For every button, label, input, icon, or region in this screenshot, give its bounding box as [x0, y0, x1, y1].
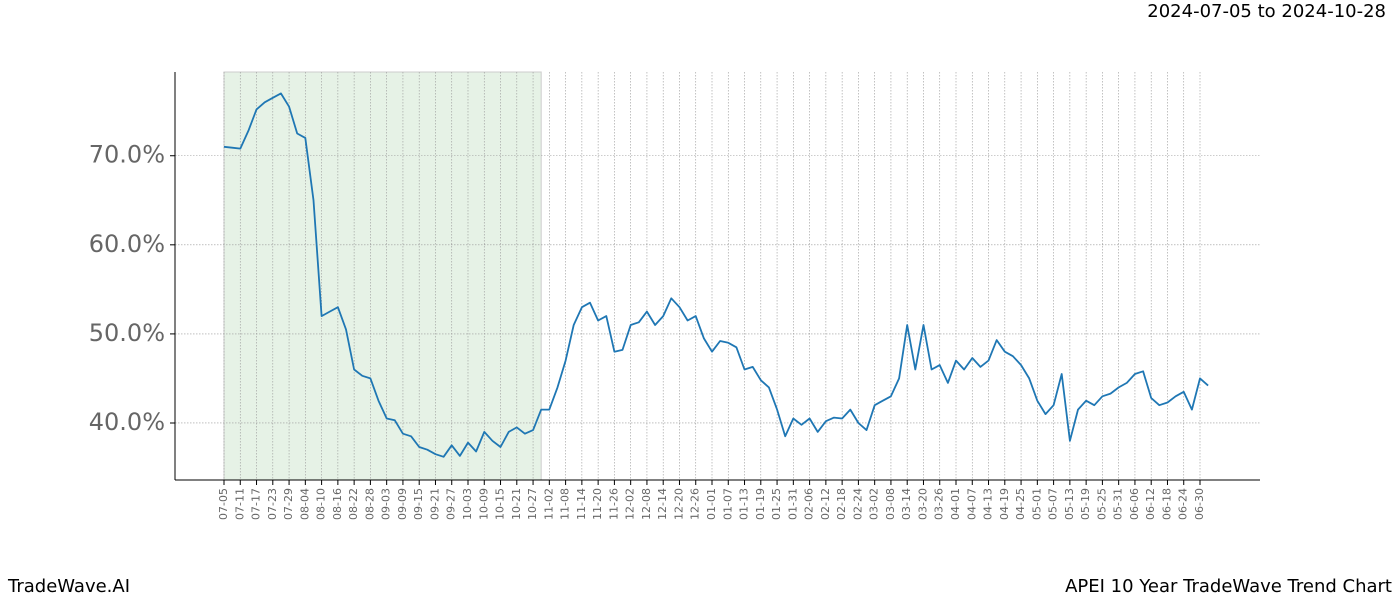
- x-tick-label: 03-20: [916, 488, 929, 520]
- x-tick-label: 12-14: [656, 488, 669, 520]
- x-tick-label: 05-01: [1030, 488, 1043, 520]
- x-tick-label: 01-01: [705, 488, 718, 520]
- y-tick-label: 70.0%: [89, 141, 165, 169]
- x-tick-label: 12-20: [672, 488, 685, 520]
- x-tick-label: 11-20: [591, 488, 604, 520]
- chart-title: APEI 10 Year TradeWave Trend Chart: [1065, 576, 1392, 597]
- x-tick-label: 03-02: [868, 488, 881, 520]
- x-tick-label: 08-22: [347, 488, 360, 520]
- x-tick-label: 02-18: [835, 488, 848, 520]
- x-tick-label: 01-19: [754, 488, 767, 520]
- x-tick-label: 03-14: [900, 488, 913, 520]
- x-tick-label: 09-27: [445, 488, 458, 520]
- y-tick-label: 60.0%: [89, 230, 165, 258]
- x-tick-label: 11-26: [607, 488, 620, 520]
- brand: TradeWave.AI: [7, 576, 130, 597]
- x-tick-label: 05-07: [1047, 488, 1060, 520]
- x-tick-label: 06-18: [1160, 488, 1173, 520]
- x-tick-label: 02-24: [851, 488, 864, 520]
- x-tick-label: 12-26: [689, 488, 702, 520]
- x-tick-label: 02-12: [819, 488, 832, 520]
- x-tick-label: 11-08: [559, 488, 572, 520]
- x-tick-label: 11-14: [575, 488, 588, 520]
- chart-subtitle: 2024-07-05 to 2024-10-28: [1147, 1, 1386, 22]
- x-tick-label: 01-13: [738, 488, 751, 520]
- x-tick-label: 04-07: [965, 488, 978, 520]
- x-tick-label: 12-02: [624, 488, 637, 520]
- x-tick-label: 05-19: [1079, 488, 1092, 520]
- x-tick-label: 08-28: [363, 488, 376, 520]
- x-tick-label: 04-13: [982, 488, 995, 520]
- x-tick-label: 04-25: [1014, 488, 1027, 520]
- x-tick-label: 08-16: [331, 488, 344, 520]
- x-tick-label: 07-23: [266, 488, 279, 520]
- x-tick-label: 10-03: [461, 488, 474, 520]
- x-tick-label: 09-09: [396, 488, 409, 520]
- x-tick-label: 05-13: [1063, 488, 1076, 520]
- highlight-span: [223, 71, 542, 481]
- x-tick-label: 06-24: [1177, 488, 1190, 520]
- y-tick-label: 40.0%: [89, 408, 165, 436]
- x-tick-label: 06-06: [1128, 488, 1141, 520]
- x-tick-label: 01-31: [786, 488, 799, 520]
- x-tick-label: 10-09: [477, 488, 490, 520]
- x-tick-label: 04-01: [949, 488, 962, 520]
- y-tick-label: 50.0%: [89, 319, 165, 347]
- x-tick-label: 07-17: [250, 488, 263, 520]
- x-tick-label: 06-12: [1144, 488, 1157, 520]
- x-tick-label: 10-21: [510, 488, 523, 520]
- x-tick-label: 01-25: [770, 488, 783, 520]
- x-tick-label: 05-31: [1112, 488, 1125, 520]
- x-tick-label: 04-19: [998, 488, 1011, 520]
- x-tick-label: 05-25: [1095, 488, 1108, 520]
- x-tick-label: 07-05: [217, 488, 230, 520]
- x-tick-label: 03-08: [884, 488, 897, 520]
- x-tick-label: 08-04: [298, 488, 311, 520]
- series-line: [223, 92, 1209, 458]
- x-tick-label: 09-03: [380, 488, 393, 520]
- x-tick-label: 08-10: [315, 488, 328, 520]
- x-tick-label: 09-21: [428, 488, 441, 520]
- x-tick-label: 02-06: [803, 488, 816, 520]
- x-tick-label: 07-11: [233, 488, 246, 520]
- x-tick-label: 06-30: [1193, 488, 1206, 520]
- x-tick-label: 03-26: [933, 488, 946, 520]
- plot-area: 40.0% 50.0% 60.0% 70.0% 07-05 07-11 07-17 07-23…: [89, 71, 1260, 520]
- x-tick-label: 10-27: [526, 488, 539, 520]
- x-tick-label: 11-02: [542, 488, 555, 520]
- x-tick-label: 10-15: [494, 488, 507, 520]
- x-tick-label: 01-07: [721, 488, 734, 520]
- x-tick-label: 09-15: [412, 488, 425, 520]
- x-tick-label: 12-08: [640, 488, 653, 520]
- x-tick-label: 07-29: [282, 488, 295, 520]
